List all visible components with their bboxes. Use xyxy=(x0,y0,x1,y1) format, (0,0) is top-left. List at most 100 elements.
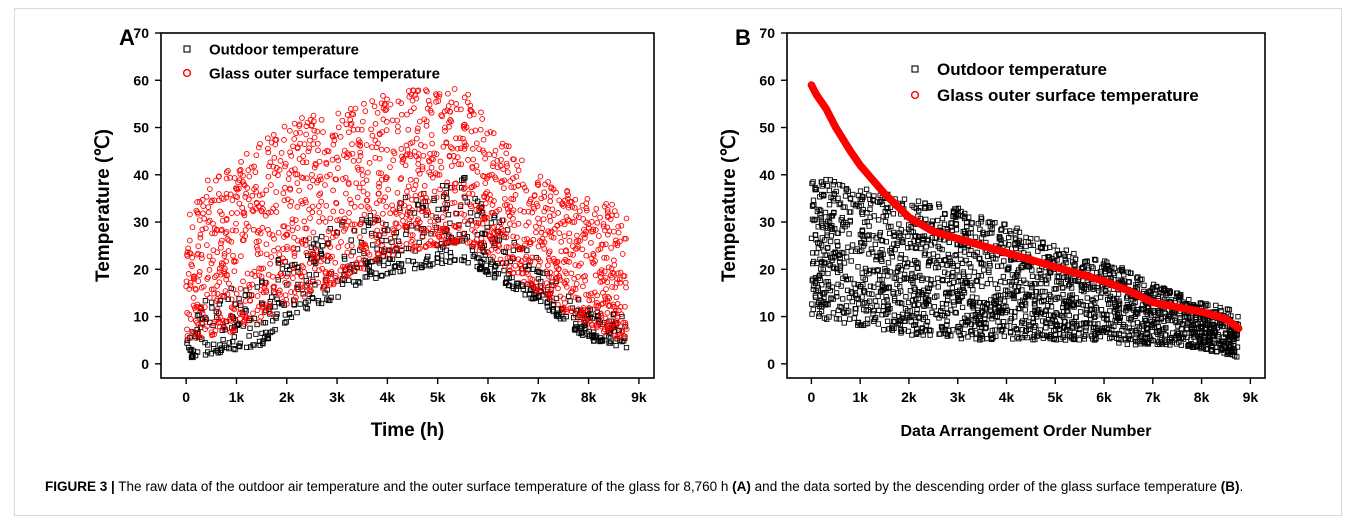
data-point xyxy=(536,293,542,299)
data-point xyxy=(886,284,892,290)
data-point xyxy=(859,194,866,200)
data-point xyxy=(385,186,392,193)
data-point xyxy=(332,259,339,266)
data-point xyxy=(541,193,548,200)
data-point xyxy=(1221,350,1227,356)
data-point xyxy=(263,187,270,194)
data-point xyxy=(270,318,276,324)
data-point xyxy=(433,151,440,157)
data-point xyxy=(874,254,880,260)
data-point xyxy=(580,216,587,222)
data-point xyxy=(891,295,898,302)
data-point xyxy=(243,314,250,320)
data-point xyxy=(859,196,865,203)
data-point xyxy=(568,289,574,296)
data-point xyxy=(1040,239,1046,245)
data-point xyxy=(933,311,939,317)
data-point xyxy=(287,186,293,193)
data-point xyxy=(307,137,313,144)
data-point xyxy=(454,145,461,152)
data-point xyxy=(934,293,940,299)
data-point xyxy=(1054,322,1060,328)
data-point xyxy=(848,289,854,295)
data-point xyxy=(505,209,512,216)
data-point xyxy=(908,228,914,235)
data-point xyxy=(227,328,234,335)
data-point xyxy=(622,279,629,286)
data-point xyxy=(464,99,471,106)
data-point xyxy=(542,181,548,188)
data-point xyxy=(211,197,218,204)
data-point xyxy=(569,288,576,295)
data-point xyxy=(281,234,287,240)
data-point xyxy=(942,313,948,319)
data-point xyxy=(484,189,490,195)
data-point xyxy=(373,258,380,264)
data-point xyxy=(587,317,593,324)
data-point xyxy=(420,198,427,205)
data-point xyxy=(218,271,225,278)
data-point xyxy=(927,204,934,210)
data-point xyxy=(553,189,559,196)
data-point xyxy=(1041,311,1048,317)
data-point xyxy=(294,204,301,210)
data-point xyxy=(810,179,816,185)
data-point xyxy=(246,282,252,288)
data-point xyxy=(302,225,309,232)
data-point xyxy=(1001,221,1007,227)
data-point xyxy=(537,173,544,180)
data-point xyxy=(872,316,878,323)
data-point xyxy=(526,200,532,207)
data-point xyxy=(242,312,249,319)
data-point xyxy=(603,286,609,292)
data-point xyxy=(360,188,367,195)
data-point xyxy=(491,274,498,281)
data-point xyxy=(1043,325,1049,331)
data-point xyxy=(834,293,840,300)
data-point xyxy=(983,324,989,331)
data-point xyxy=(572,262,579,268)
data-point xyxy=(289,264,296,271)
data-point xyxy=(567,305,574,311)
data-point xyxy=(383,174,389,180)
data-point xyxy=(588,239,594,246)
data-point xyxy=(597,279,604,285)
data-point xyxy=(280,223,286,230)
data-point xyxy=(1004,267,1010,273)
data-point xyxy=(1010,336,1016,342)
data-point xyxy=(926,252,932,258)
data-point xyxy=(575,295,581,302)
data-point xyxy=(612,323,619,330)
data-point xyxy=(525,219,532,226)
data-point xyxy=(809,216,816,222)
data-point xyxy=(286,310,293,317)
data-point xyxy=(300,153,307,159)
data-point xyxy=(416,206,423,213)
data-point xyxy=(555,210,561,216)
data-point xyxy=(474,168,481,175)
data-point xyxy=(554,222,561,229)
data-point xyxy=(233,220,239,227)
data-point xyxy=(205,209,212,216)
data-point xyxy=(818,308,825,315)
data-point xyxy=(942,211,948,217)
data-point xyxy=(429,174,436,181)
data-point xyxy=(901,196,908,202)
data-point xyxy=(883,311,889,318)
data-point xyxy=(376,190,382,197)
data-point xyxy=(447,249,454,256)
data-point xyxy=(397,207,404,214)
data-point xyxy=(419,234,426,240)
data-point xyxy=(1002,240,1008,246)
data-point xyxy=(885,260,892,266)
data-point xyxy=(334,217,340,224)
data-point xyxy=(947,258,954,264)
data-point xyxy=(1113,306,1119,312)
data-point xyxy=(510,247,517,253)
data-point xyxy=(209,230,215,237)
data-point xyxy=(461,193,468,200)
data-point xyxy=(610,312,616,318)
data-point xyxy=(403,142,410,149)
data-point xyxy=(239,231,246,238)
